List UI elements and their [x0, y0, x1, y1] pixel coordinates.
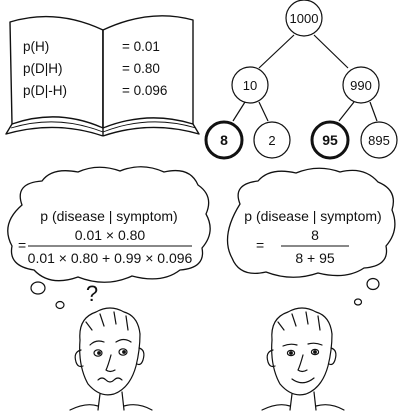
tree-leaf-2: 2 — [253, 121, 291, 159]
content-right-pupil — [313, 350, 317, 354]
tree-node-right: 990 — [342, 66, 380, 104]
left-bubble-equals: = — [18, 237, 26, 253]
edge-left-2 — [258, 101, 269, 122]
open-book — [5, 15, 200, 137]
confused-left-brow — [89, 340, 105, 346]
tree-leaf-2-value: 2 — [268, 133, 275, 148]
left-thought-bubble: p (disease | symptom) = 0.01 × 0.80 0.01… — [7, 166, 211, 310]
tree-left-value: 10 — [243, 78, 257, 93]
right-thought-dot-2 — [353, 298, 363, 306]
confused-neck — [97, 391, 125, 411]
right-bubble-denominator: 8 + 95 — [295, 250, 335, 266]
edge-root-right — [313, 34, 349, 69]
book-cover-left — [5, 123, 104, 137]
sensitivity-value: = 0.80 — [122, 61, 160, 76]
tree-leaf-8: 8 — [204, 120, 244, 160]
sensitivity-label: p(D|H) — [23, 61, 63, 76]
tree-root-value: 1000 — [290, 11, 319, 26]
content-left-ear — [266, 349, 276, 368]
book-cover-right — [102, 123, 200, 137]
edge-root-left — [258, 34, 295, 69]
confused-head-outline — [79, 333, 141, 396]
tree-leaf-95-value: 95 — [322, 132, 338, 148]
tree-node-root: 1000 — [285, 0, 323, 37]
confused-left-eye — [93, 349, 103, 357]
book-probabilities: p(H) = 0.01 p(D|H) = 0.80 p(D|-H) = 0.09… — [23, 39, 167, 98]
tree-leaf-8-value: 8 — [220, 132, 228, 148]
confused-left-pupil — [97, 351, 101, 355]
confused-right-eye — [118, 348, 128, 356]
right-bubble-numerator: 8 — [311, 227, 319, 243]
content-hair — [271, 307, 333, 341]
left-bubble-title: p (disease | symptom) — [40, 208, 177, 224]
content-left-brow — [282, 343, 298, 347]
edge-left-8 — [232, 101, 246, 122]
content-left-eye — [286, 349, 296, 357]
content-collar — [261, 404, 345, 411]
tree-leaf-895-value: 895 — [368, 133, 390, 148]
confused-hair — [79, 307, 141, 341]
edge-right-895 — [369, 101, 378, 122]
content-nose — [297, 354, 308, 373]
tree-right-value: 990 — [350, 78, 372, 93]
content-right-brow — [307, 342, 323, 346]
right-bubble-equals: = — [256, 237, 264, 253]
content-mouth — [291, 377, 315, 384]
content-neck — [289, 391, 317, 411]
left-bubble-numerator: 0.01 × 0.80 — [75, 227, 146, 243]
content-head-outline — [271, 333, 333, 396]
book-page-stack-left — [10, 121, 104, 133]
question-mark: ? — [86, 281, 98, 306]
confused-nose — [105, 354, 116, 373]
right-cloud-outline — [226, 167, 396, 278]
book-page-stack-right — [102, 121, 197, 133]
prior-label: p(H) — [23, 39, 49, 54]
confused-left-ear — [74, 349, 84, 368]
content-person — [261, 307, 345, 411]
left-cloud-outline — [7, 166, 211, 283]
false-positive-value: = 0.096 — [122, 83, 167, 98]
right-thought-bubble: p (disease | symptom) = 8 8 + 95 — [226, 167, 396, 306]
left-thought-dot-1 — [30, 281, 46, 295]
frequency-tree: 1000 10 990 8 2 95 895 — [204, 0, 398, 160]
tree-leaf-895: 895 — [360, 121, 398, 159]
edge-right-95 — [338, 101, 355, 122]
content-left-pupil — [289, 351, 293, 355]
right-thought-dot-1 — [366, 277, 380, 291]
false-positive-label: p(D|-H) — [23, 83, 67, 98]
prior-value: = 0.01 — [122, 39, 160, 54]
confused-right-ear — [136, 347, 145, 366]
content-right-eye — [310, 348, 320, 356]
confused-person — [69, 307, 153, 411]
confused-collar — [69, 404, 153, 411]
tree-edges — [232, 34, 378, 122]
confused-mouth — [97, 377, 123, 383]
confused-right-brow — [115, 338, 132, 343]
content-right-ear — [328, 347, 337, 366]
tree-leaf-95: 95 — [310, 120, 350, 160]
confused-right-pupil — [122, 350, 126, 354]
right-bubble-title: p (disease | symptom) — [244, 208, 381, 224]
left-bubble-denominator: 0.01 × 0.80 + 0.99 × 0.096 — [28, 250, 193, 266]
left-thought-dot-2 — [55, 300, 65, 310]
tree-node-left: 10 — [231, 66, 269, 104]
